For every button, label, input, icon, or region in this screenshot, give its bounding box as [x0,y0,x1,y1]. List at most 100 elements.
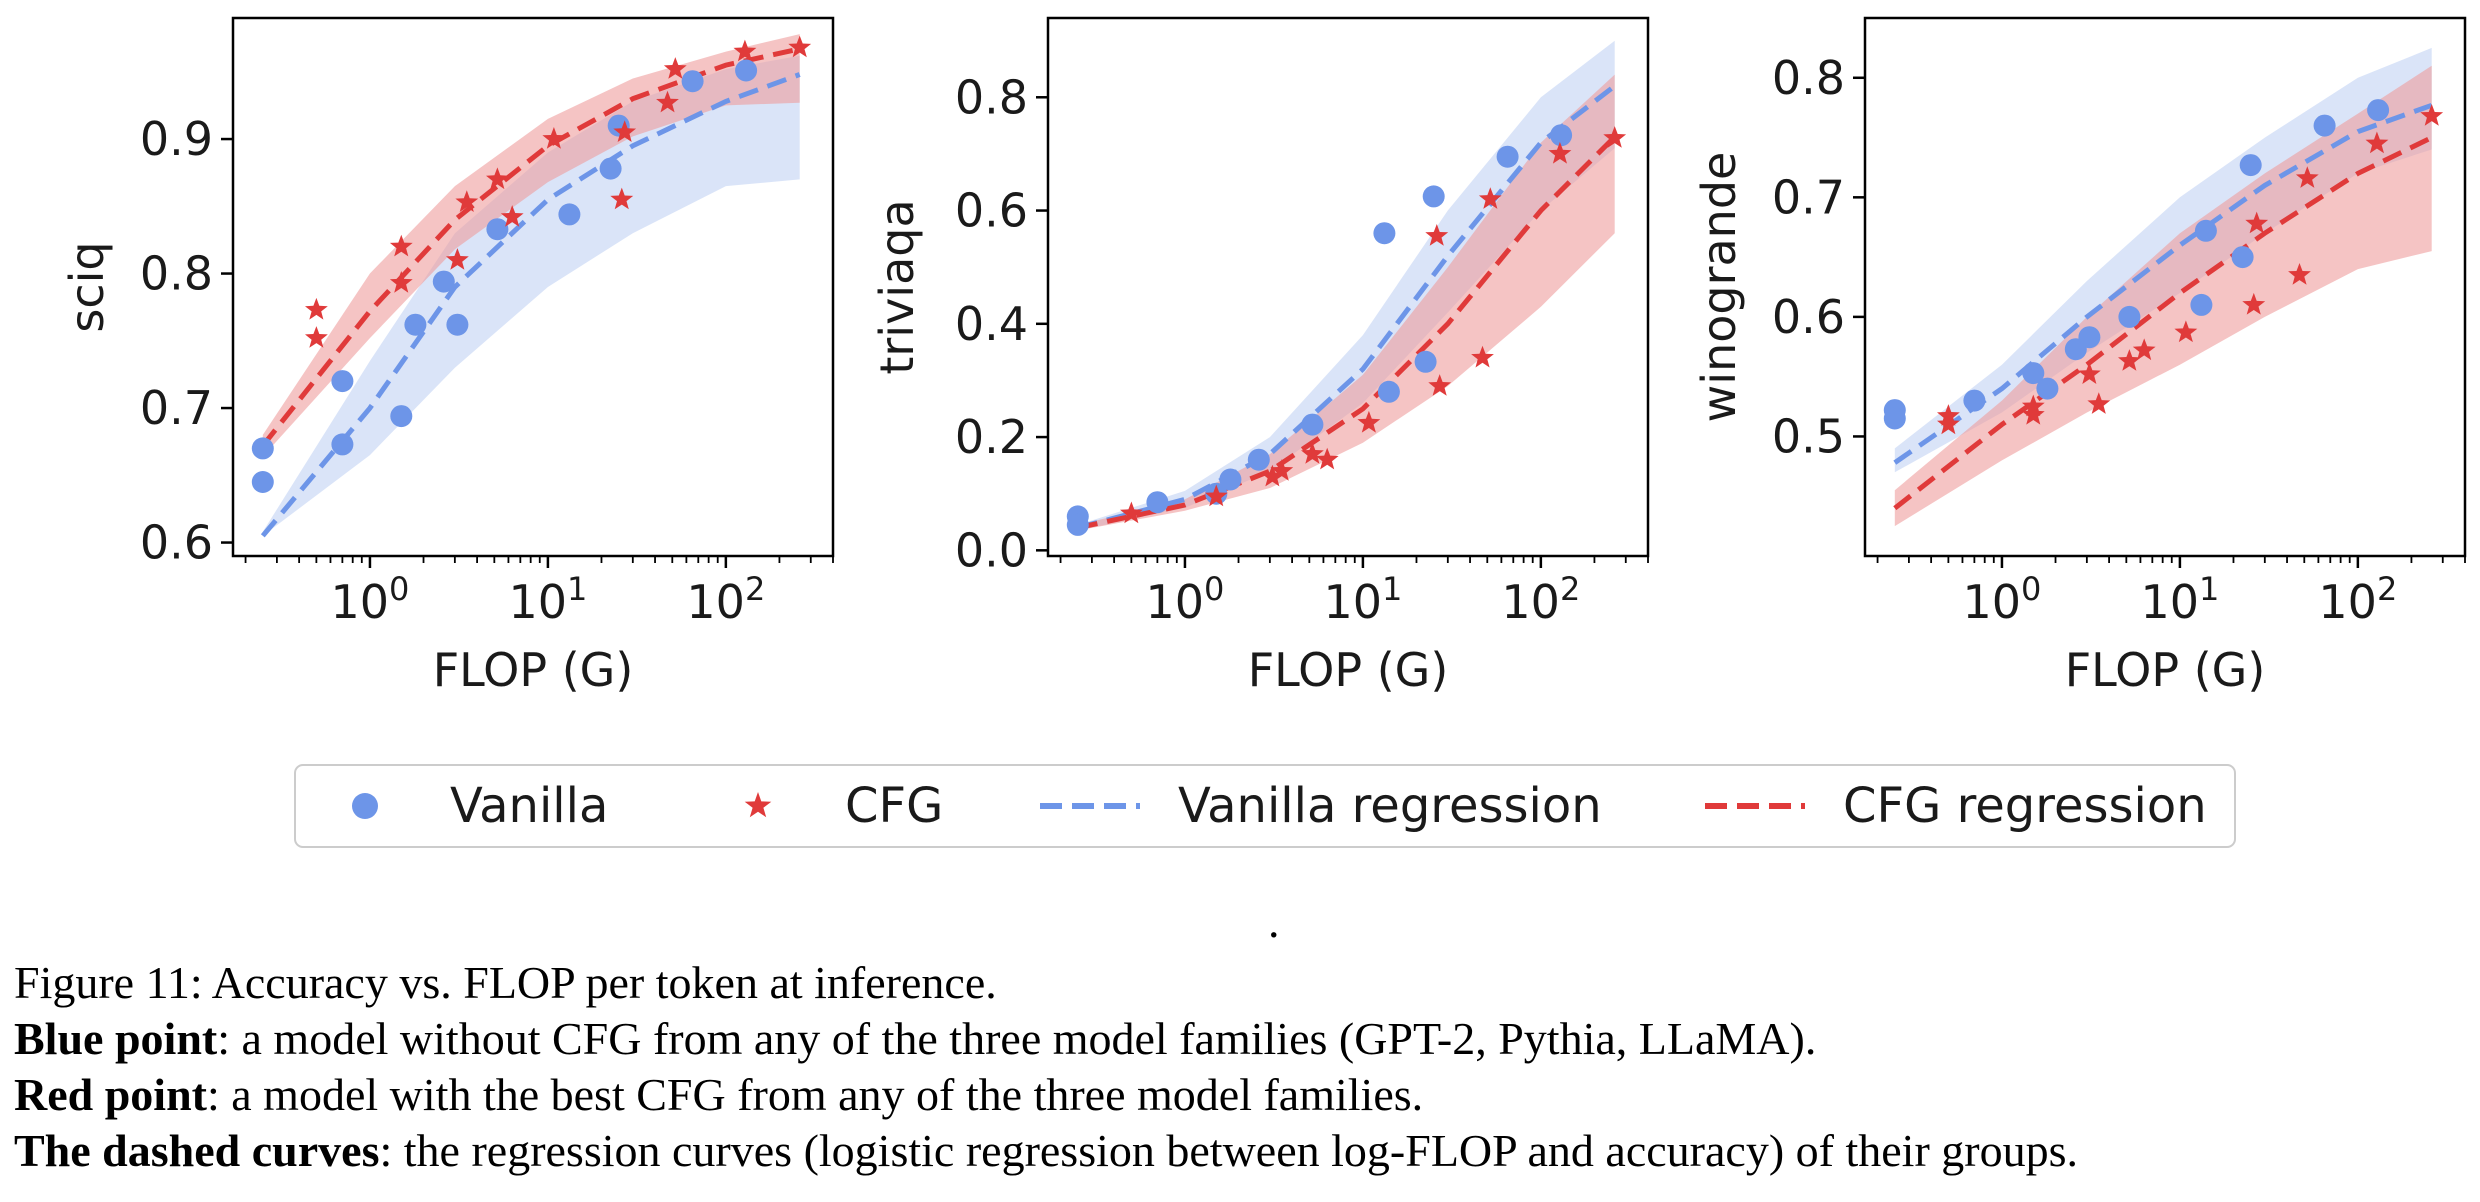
vanilla-point [1422,185,1445,208]
vanilla-point [1963,389,1986,412]
vanilla-point [1066,513,1089,536]
cfg-point [2420,104,2444,126]
cfg-confidence-band [1077,74,1615,531]
vanilla-regression-line [1077,84,1617,531]
caption-line-4: The dashed curves: the regression curves… [14,1123,2474,1179]
figure: 0.6 0.7 0.8 0.9 100 101 102 FLOP (G) sciq 0.0 0.2… [60,16,2467,848]
x-axis-label: FLOP (G) [433,643,634,697]
vanilla-point [331,433,354,456]
y-tick-label: 0.9 [140,112,213,166]
cfg-regression-line [1893,135,2433,511]
vanilla-point [446,313,469,336]
cfg-confidence-band [1894,65,2432,527]
legend: Vanilla CFG Vanilla regression CFG regre… [294,764,2236,848]
panel-triviaqa: 0.0 0.2 0.4 0.6 0.8 100 101 102 FLOP (G) triviaqa [870,16,1650,697]
y-tick-label: 0.8 [140,247,213,301]
cfg-point [1315,447,1339,470]
caption-line-1: Figure 11: Accuracy vs. FLOP per token a… [14,955,2474,1011]
y-tick-label: 0.7 [1772,170,1845,224]
cfg-point [1471,345,1494,368]
cfg-point [542,127,566,149]
vanilla-point [1219,468,1242,491]
vanilla-point [2118,305,2141,328]
vanilla-confidence-band [1077,40,1615,531]
plot-frame [231,16,835,558]
vanilla-point [1146,491,1169,514]
vanilla-point [1883,407,1906,430]
cfg-point [2021,402,2045,425]
y-tick-label: 0.6 [955,184,1028,238]
cfg-point [663,57,687,79]
y-tick-label: 0.8 [955,70,1028,124]
cfg-point [2078,362,2101,384]
legend-vanilla-marker [352,793,378,819]
vanilla-point [1373,222,1396,245]
vanilla-point [681,70,704,93]
legend-vanilla-regression-label: Vanilla regression [1178,778,1602,834]
caption-blue-text: : a model without CFG from any of the th… [217,1013,1817,1064]
y-tick-label: 0.2 [955,410,1028,464]
vanilla-confidence-band [262,55,800,536]
vanilla-point [1247,448,1270,471]
cfg-point [486,167,509,190]
y-tick-label: 0.7 [140,381,213,435]
cfg-point [2174,320,2198,343]
vanilla-point [2194,219,2217,242]
y-tick-label: 0.6 [140,516,213,570]
vanilla-point [432,270,455,293]
vanilla-regression-line [260,72,801,538]
cfg-point [610,187,634,210]
vanilla-point [2078,326,2101,349]
cfg-point [1301,442,1324,464]
x-tick-label: 101 [508,570,587,629]
cfg-point [1603,126,1627,148]
vanilla-point [599,157,622,180]
cfg-point [1425,224,1449,246]
vanilla-point [2231,246,2254,269]
legend-frame [294,764,2236,848]
panel-sciq: 0.6 0.7 0.8 0.9 100 101 102 FLOP (G) sciq [60,16,835,697]
vanilla-point [1301,413,1324,436]
x-tick-label: 102 [686,570,765,629]
caption-line-2: Blue point: a model without CFG from any… [14,1011,2474,1067]
x-tick-label: 102 [2318,570,2397,629]
y-tick-label: 0.6 [1772,290,1845,344]
caption-red-text: : a model with the best CFG from any of … [206,1069,1424,1120]
cfg-point [305,297,328,320]
legend-cfg-label: CFG [845,778,943,834]
vanilla-point [251,437,274,460]
cfg-point [2118,349,2141,371]
figure-caption: Figure 11: Accuracy vs. FLOP per token a… [14,955,2474,1179]
x-tick-label: 100 [330,570,409,629]
y-axis-label: triviaqa [870,199,924,374]
vanilla-point [2313,114,2336,137]
cfg-point [1270,459,1294,481]
cfg-point [2242,292,2266,315]
cfg-point [1548,141,1572,164]
vanilla-point [1414,350,1437,373]
separator-dot: . [1268,896,1280,947]
x-tick-label: 101 [1323,570,1402,629]
y-axis-label: winogrande [1692,152,1746,423]
vanilla-point [251,471,274,493]
caption-line-3: Red point: a model with the best CFG fro… [14,1067,2474,1123]
cfg-point [1478,187,1502,209]
cfg-point [2365,131,2389,154]
caption-dashed-term: The dashed curves [14,1125,380,1176]
x-axis-label: FLOP (G) [1248,643,1449,697]
legend-vanilla-label: Vanilla [450,778,608,834]
vanilla-point [2239,154,2262,177]
legend-cfg-regression-label: CFG regression [1843,778,2207,834]
y-tick-label: 0.5 [1772,409,1845,463]
cfg-point [455,190,479,212]
cfg-point [656,90,679,113]
vanilla-point [2367,99,2390,122]
cfg-point [2245,211,2269,234]
caption-red-term: Red point [14,1069,207,1120]
y-tick-label: 0.4 [955,297,1028,351]
vanilla-point [735,59,758,82]
cfg-point [446,248,469,270]
cfg-regression-line [1077,135,1617,531]
cfg-point [2132,338,2156,361]
cfg-point [2087,392,2111,414]
